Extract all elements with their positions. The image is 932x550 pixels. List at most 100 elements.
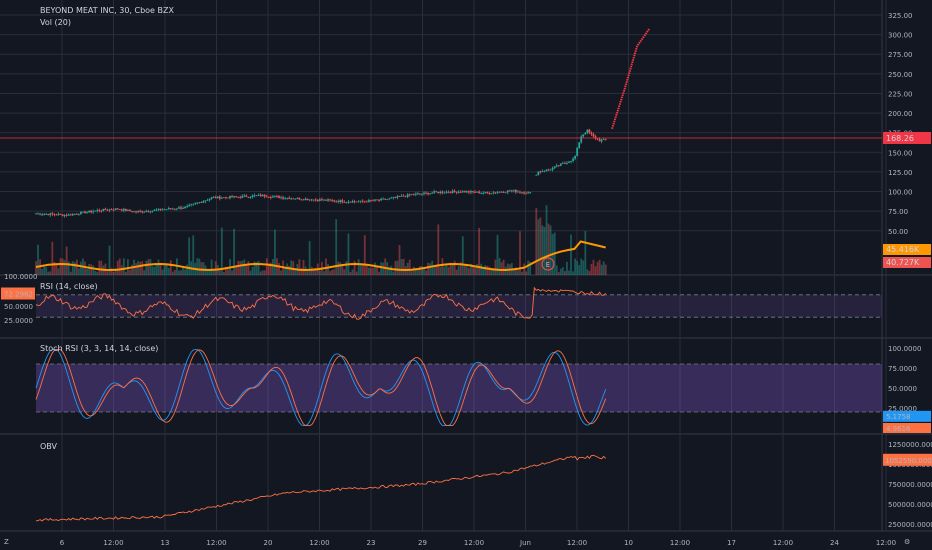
stoch-k-badge: [883, 410, 931, 422]
volume-bar: [555, 265, 558, 275]
volume-bar: [578, 265, 581, 275]
volume-bar: [414, 268, 417, 275]
candle: [225, 197, 227, 199]
volume-bar: [521, 271, 523, 275]
volume-bar: [441, 258, 444, 275]
candle: [41, 214, 44, 216]
volume-bar: [49, 271, 52, 275]
price-pane[interactable]: E: [0, 27, 882, 275]
candle: [92, 211, 95, 213]
candle: [474, 192, 476, 193]
rsi-tick-label: 100.0000: [4, 273, 37, 281]
candle: [549, 169, 552, 171]
rsi-pane[interactable]: [35, 286, 882, 320]
candle: [402, 195, 405, 197]
candle: [341, 200, 344, 203]
volume-ma-badge: [883, 244, 931, 255]
volume-bar: [157, 259, 160, 275]
volume-bar: [572, 271, 574, 275]
volume-bar: [412, 266, 415, 275]
rsi-tick-label: 25.0000: [4, 317, 33, 325]
volume-bar: [484, 265, 487, 275]
candle: [186, 206, 189, 207]
candle: [555, 165, 558, 167]
obv-pane[interactable]: [35, 454, 607, 522]
candle: [222, 197, 225, 199]
candle: [312, 199, 315, 201]
candle: [208, 198, 211, 200]
volume-bar: [302, 259, 305, 275]
candle: [439, 191, 442, 194]
candle: [333, 200, 336, 202]
candle: [510, 190, 513, 192]
volume-bar: [253, 261, 256, 275]
axes: 6 12:00 13 12:00 20 12:00 23 29 12:00 Jun 12:00 10 1…: [1, 12, 932, 547]
settings-gear-icon[interactable]: ⚙: [904, 538, 910, 546]
volume-bar: [257, 260, 260, 275]
candle: [370, 200, 372, 201]
volume-bar: [439, 266, 442, 275]
candle: [267, 197, 270, 198]
candle: [539, 171, 542, 173]
volume-bar: [45, 267, 48, 275]
volume-bar: [227, 269, 229, 275]
volume-bar: [343, 269, 346, 275]
candle: [120, 209, 123, 211]
volume-bar: [517, 270, 519, 275]
volume-bar: [329, 271, 331, 275]
volume-bar: [255, 261, 258, 275]
candle: [77, 214, 80, 216]
candle: [180, 207, 182, 209]
candle: [361, 200, 364, 202]
candle: [129, 209, 131, 211]
rsi-value-badge: [1, 287, 35, 300]
x-tick-label: 6: [60, 539, 65, 547]
volume-bar: [129, 269, 131, 275]
candle: [519, 191, 521, 193]
candle: [173, 208, 176, 210]
corner-left-label[interactable]: Z: [4, 538, 9, 546]
obv-line: [35, 454, 607, 522]
price-tick-label: 300.00: [888, 32, 913, 40]
volume-bar: [496, 234, 499, 275]
volume-bar: [300, 268, 303, 275]
volume-bar: [525, 271, 527, 275]
candle: [396, 196, 399, 198]
volume-bar: [339, 262, 342, 275]
stoch-tick-label: 50.0000: [888, 385, 917, 393]
volume-bar: [545, 205, 548, 275]
volume-bar: [98, 260, 101, 275]
stoch-rsi-pane[interactable]: [35, 349, 882, 427]
candle: [347, 201, 350, 203]
candle: [592, 134, 595, 137]
x-tick-label: 12:00: [309, 539, 329, 547]
candle: [310, 199, 313, 201]
candle: [302, 199, 305, 201]
volume-bar: [327, 264, 329, 275]
volume-bar: [71, 261, 74, 275]
candle: [167, 208, 170, 210]
last-price-badge: [883, 131, 931, 144]
candle: [504, 192, 507, 194]
volume-bar: [298, 259, 301, 275]
candle: [73, 213, 76, 215]
candle: [108, 209, 111, 211]
candle: [327, 199, 329, 201]
candle: [102, 208, 105, 211]
volume-bar: [598, 259, 601, 275]
volume-ma-label: 45.416K: [886, 245, 920, 254]
candle: [345, 202, 348, 203]
volume-bar: [202, 262, 205, 275]
candle: [114, 208, 117, 210]
volume-bar: [359, 263, 362, 275]
volume-bar: [486, 265, 489, 275]
candle: [329, 199, 331, 201]
candle: [67, 214, 70, 216]
volume-bar: [169, 260, 172, 275]
obv-value-badge: [883, 453, 932, 466]
volume-bar: [265, 258, 268, 275]
candle: [278, 196, 280, 198]
volume-bar: [384, 258, 387, 275]
chart-title: BEYOND MEAT INC, 30, Cboe BZX: [40, 6, 174, 15]
